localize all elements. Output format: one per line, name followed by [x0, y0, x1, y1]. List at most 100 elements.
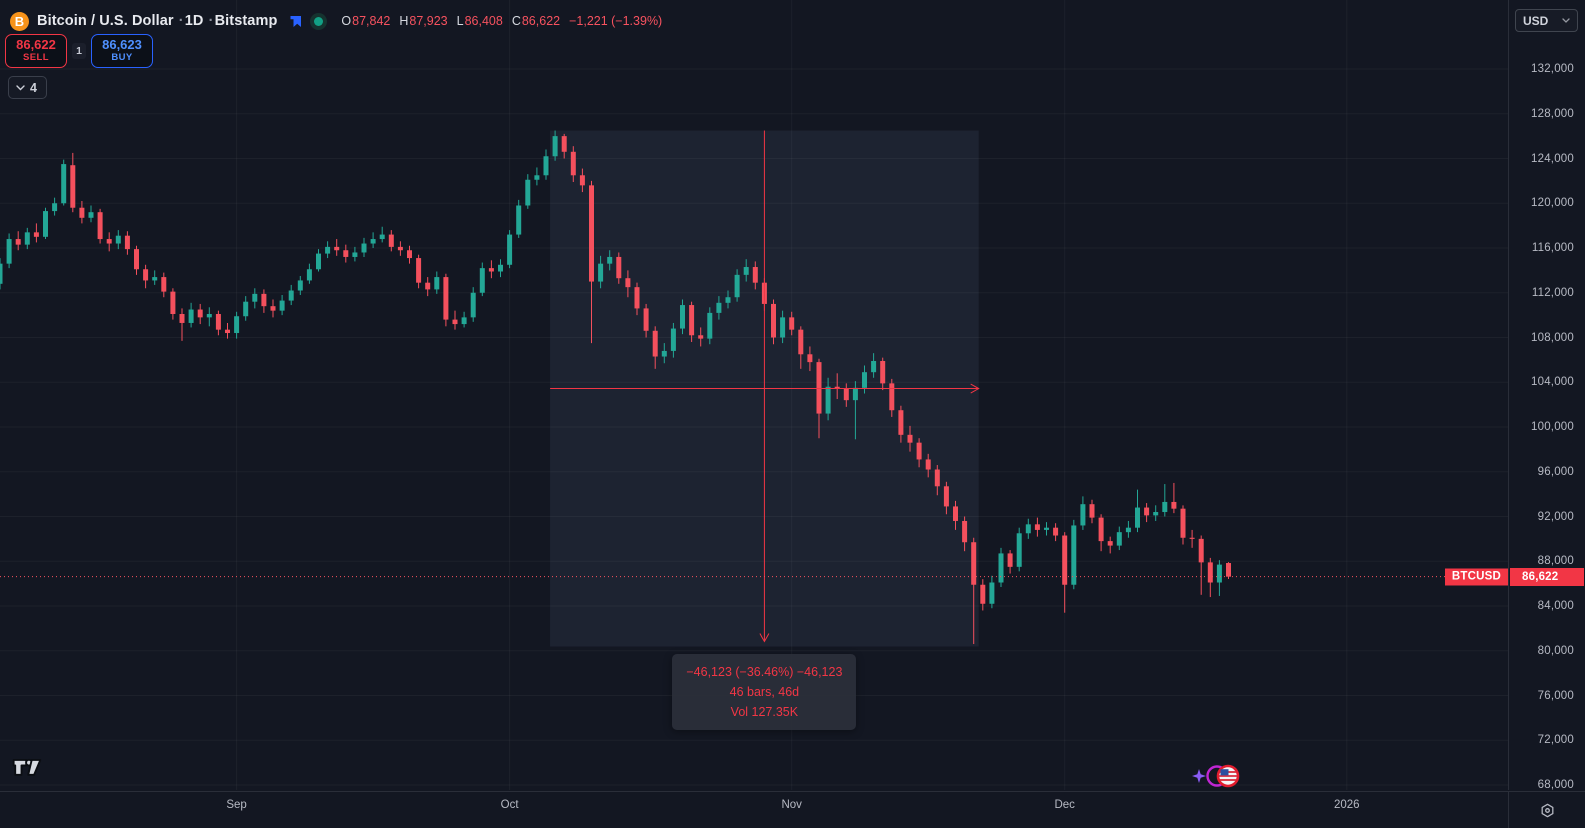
- candle-body: [652, 330, 658, 357]
- candle-body: [616, 256, 622, 279]
- spread-value: 1: [72, 43, 86, 59]
- candle-body: [525, 179, 531, 206]
- event-icons[interactable]: [1192, 761, 1246, 796]
- measure-v-arrow: [759, 633, 770, 643]
- measure-bars: 46 bars, 46d: [729, 684, 800, 699]
- price-tick-label: 120,000: [1531, 197, 1574, 210]
- candle-body: [716, 302, 722, 313]
- chevron-down-icon: [16, 84, 25, 90]
- candle-body: [370, 239, 376, 244]
- candle-body: [561, 136, 567, 152]
- low-value: 86,408: [464, 14, 503, 28]
- candle-body: [1089, 504, 1095, 518]
- candle-body: [1044, 527, 1049, 530]
- flag-icon[interactable]: [289, 15, 302, 28]
- candle-body: [707, 312, 713, 339]
- candle-body: [24, 232, 30, 245]
- candle-body: [1226, 563, 1231, 577]
- drawings-count-badge[interactable]: 4: [8, 76, 47, 99]
- candle-body: [1135, 507, 1140, 528]
- candle-body: [680, 305, 685, 329]
- current-price-label: 86,622: [1510, 567, 1584, 586]
- candle-body: [6, 239, 12, 264]
- measure-tooltip: −46,123 (−36.46%) −46,123 46 bars, 46d V…: [672, 653, 857, 730]
- candle-body: [461, 317, 467, 325]
- sell-label: SELL: [23, 52, 49, 63]
- candle-body: [1125, 527, 1131, 533]
- candle-body: [479, 268, 485, 293]
- candle-body: [488, 268, 494, 272]
- buy-button[interactable]: 86,623 BUY: [91, 34, 153, 68]
- candle-body: [297, 280, 303, 291]
- sell-price: 86,622: [16, 37, 56, 53]
- price-tick-label: 116,000: [1531, 242, 1574, 254]
- open-value: 87,842: [352, 14, 391, 28]
- candle-body: [798, 329, 804, 355]
- exchange-label: Bitstamp: [214, 13, 278, 29]
- sell-button[interactable]: 86,622 SELL: [5, 34, 67, 68]
- candle-body: [825, 386, 831, 414]
- candle-body: [61, 164, 67, 204]
- candle-body: [443, 277, 449, 320]
- interval-label[interactable]: 1D: [184, 13, 204, 29]
- candle-body: [115, 235, 121, 244]
- candle-body: [1016, 533, 1022, 567]
- price-tick-label: 76,000: [1537, 689, 1574, 702]
- symbol-title[interactable]: Bitcoin / U.S. Dollar ·1D ·Bitstamp: [37, 13, 277, 29]
- measure-h-arrow: [970, 383, 980, 394]
- candle-body: [197, 309, 203, 318]
- price-tick-label: 104,000: [1531, 376, 1574, 389]
- candle-body: [388, 234, 394, 247]
- candle-body: [916, 442, 922, 460]
- candle-body: [889, 383, 895, 411]
- candle-body: [734, 274, 740, 298]
- time-tick-label: Sep: [226, 799, 247, 811]
- candle-body: [725, 297, 731, 303]
- market-status-icon[interactable]: [310, 12, 328, 30]
- drawings-count: 4: [30, 80, 37, 95]
- candle-body: [925, 459, 931, 470]
- candle-body: [270, 306, 276, 311]
- price-tick-label: 92,000: [1537, 510, 1574, 523]
- candle-body: [552, 136, 558, 157]
- trade-panel: 86,622 SELL 1 86,623 BUY: [5, 34, 153, 68]
- candle-body: [607, 256, 613, 264]
- low-label: L: [456, 14, 464, 28]
- candle-body: [325, 246, 331, 254]
- chart-pane[interactable]: [0, 0, 1508, 790]
- tradingview-logo[interactable]: [11, 756, 43, 783]
- candle-body: [598, 263, 604, 282]
- axis-settings-corner[interactable]: [1508, 791, 1585, 828]
- price-tick-label: 100,000: [1531, 421, 1574, 433]
- candle-body: [789, 317, 795, 330]
- candle-body: [1153, 512, 1159, 516]
- candle-body: [1107, 541, 1113, 546]
- candle-body: [1144, 507, 1150, 516]
- symbol-price-flag[interactable]: BTCUSD: [1444, 568, 1508, 586]
- title-separator: ·: [178, 13, 184, 29]
- candle-body: [934, 469, 940, 487]
- candle-body: [698, 335, 704, 339]
- candle-body: [152, 277, 158, 281]
- candle-body: [1098, 517, 1104, 542]
- price-tick-label: 112,000: [1531, 286, 1574, 299]
- candle-body: [1162, 501, 1168, 513]
- candle-body: [1216, 564, 1222, 583]
- candle-body: [215, 314, 221, 330]
- currency-dropdown[interactable]: USD: [1515, 9, 1578, 32]
- candle-body: [261, 293, 267, 307]
- candle-body: [871, 360, 877, 373]
- price-axis[interactable]: 132,000 128,000 124,000 120,000 116,000 112,0…: [1508, 0, 1585, 791]
- candle-body: [689, 305, 695, 336]
- time-axis[interactable]: Sep Oct Nov Dec 2026: [0, 791, 1508, 828]
- candle-body: [225, 329, 230, 334]
- close-label: C: [511, 14, 521, 28]
- candle-body: [1062, 535, 1068, 585]
- candle-body: [397, 246, 403, 251]
- candle-body: [898, 410, 904, 435]
- candle-body: [752, 267, 758, 283]
- candle-body: [971, 542, 977, 585]
- candle-body: [980, 584, 986, 604]
- candle-body: [1007, 553, 1013, 567]
